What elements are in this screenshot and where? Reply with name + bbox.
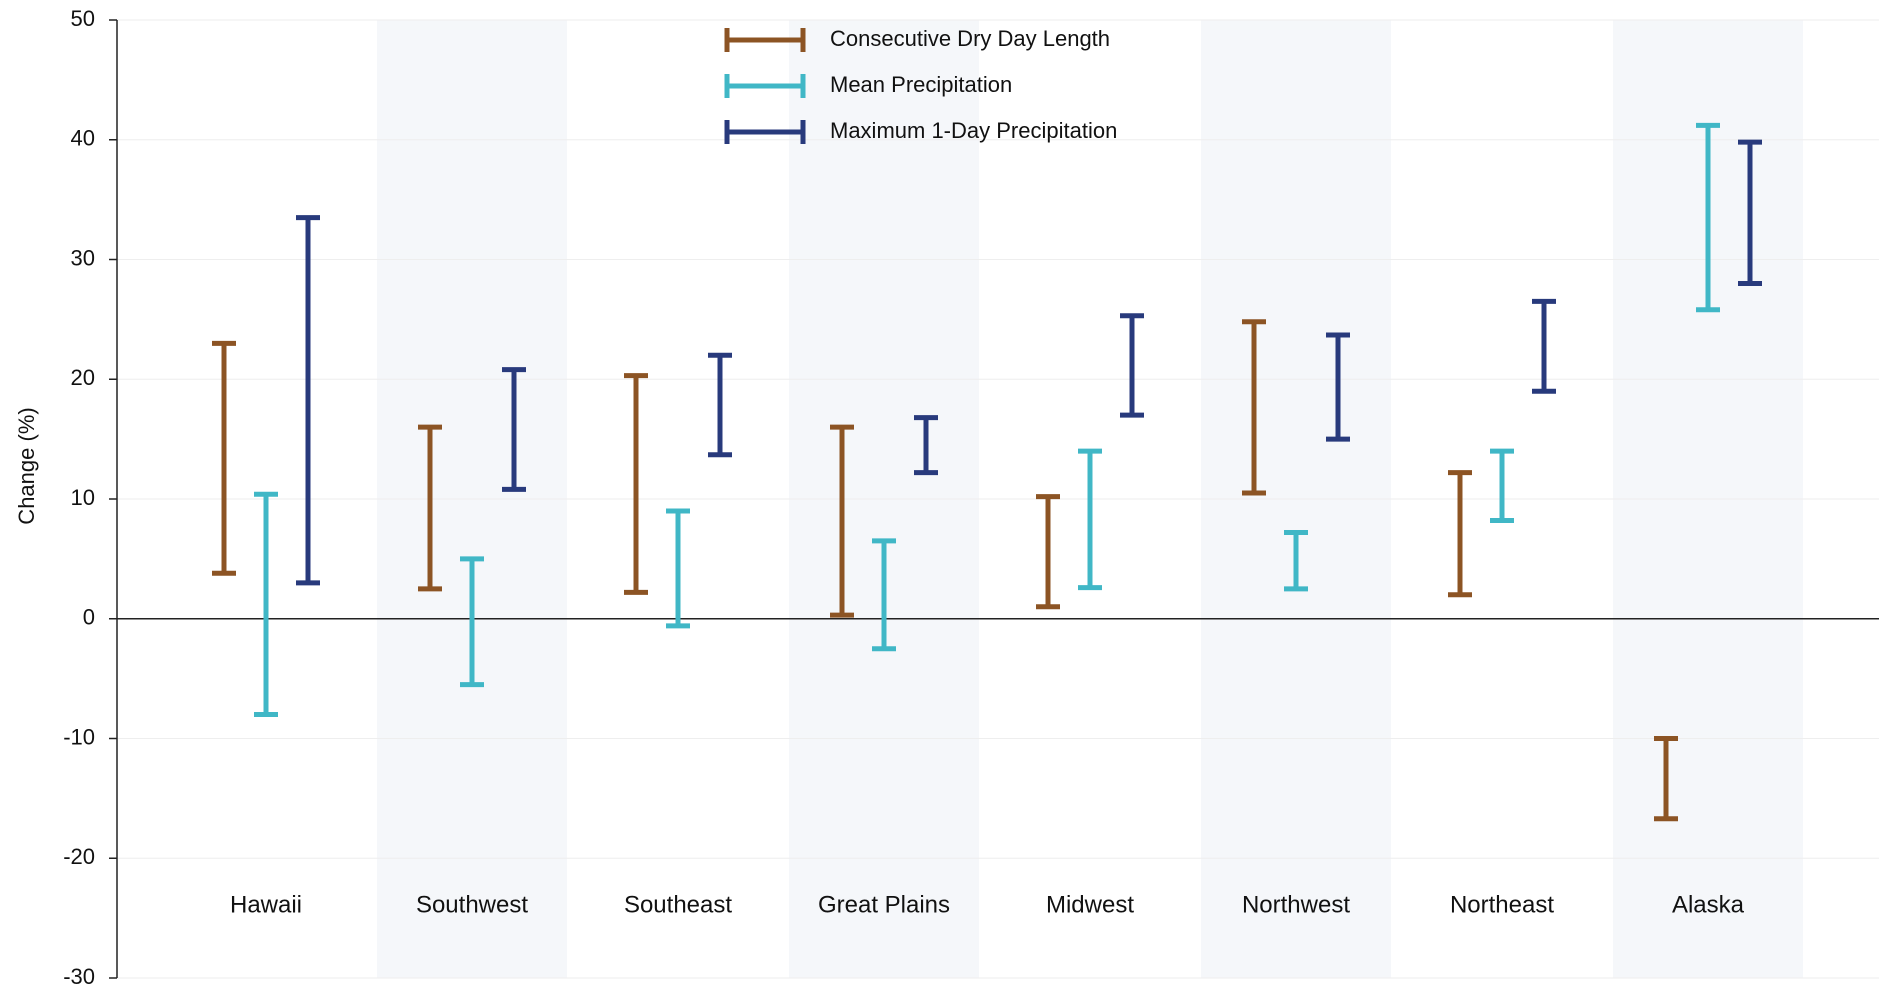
- range-bar: [296, 215, 320, 586]
- range-bar: [666, 508, 690, 629]
- legend-label: Consecutive Dry Day Length: [830, 26, 1110, 51]
- x-tick-label: Northwest: [1242, 891, 1350, 918]
- y-tick-label: 30: [71, 245, 95, 270]
- range-bar: [460, 556, 484, 688]
- y-tick-label: 50: [71, 6, 95, 31]
- range-bar: [872, 538, 896, 652]
- range-bar: [1738, 139, 1762, 286]
- y-tick-label: 0: [83, 605, 95, 630]
- range-bar: [212, 340, 236, 576]
- y-tick-label: -20: [63, 844, 95, 869]
- range-bar: [624, 373, 648, 595]
- range-bar: [708, 352, 732, 458]
- range-bar: [1326, 332, 1350, 442]
- range-bar: [1532, 298, 1556, 394]
- range-bar: [1242, 319, 1266, 496]
- range-bar: [1036, 494, 1060, 610]
- range-bar: [1448, 470, 1472, 598]
- range-bar: [1120, 313, 1144, 418]
- range-bar: [1696, 122, 1720, 313]
- x-tick-label: Alaska: [1672, 891, 1745, 918]
- range-bar: [830, 424, 854, 618]
- y-axis-label: Change (%): [14, 407, 39, 524]
- legend-label: Mean Precipitation: [830, 72, 1012, 97]
- y-tick-label: -30: [63, 964, 95, 989]
- x-tick-label: Midwest: [1046, 891, 1134, 918]
- y-tick-label: 10: [71, 485, 95, 510]
- x-tick-label: Southwest: [416, 891, 528, 918]
- range-bar: [418, 424, 442, 592]
- y-tick-label: 20: [71, 365, 95, 390]
- range-bar: [914, 415, 938, 476]
- legend-swatch: [724, 28, 806, 52]
- x-tick-label: Southeast: [624, 891, 732, 918]
- x-tick-label: Northeast: [1450, 891, 1554, 918]
- y-tick-label: -10: [63, 724, 95, 749]
- range-bar: [1490, 448, 1514, 524]
- range-bar: [254, 491, 278, 718]
- range-bar: [1284, 530, 1308, 592]
- range-bar: [502, 367, 526, 492]
- legend-swatch: [724, 74, 806, 98]
- x-tick-label: Great Plains: [818, 891, 950, 918]
- legend-label: Maximum 1-Day Precipitation: [830, 118, 1117, 143]
- range-bar: [1654, 736, 1678, 822]
- x-tick-label: Hawaii: [230, 891, 302, 918]
- range-bar: [1078, 448, 1102, 591]
- legend-swatch: [724, 120, 806, 144]
- y-tick-label: 40: [71, 126, 95, 151]
